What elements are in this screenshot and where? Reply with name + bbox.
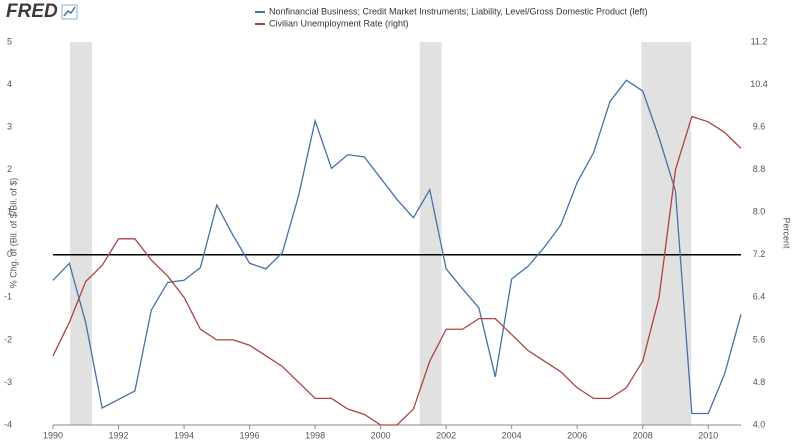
y2-tick-label: 7.2 — [753, 249, 766, 259]
y2-tick-label: 4.8 — [753, 377, 766, 387]
y2-tick-label: 6.4 — [753, 292, 766, 302]
x-tick-label: 2000 — [371, 430, 391, 440]
y2-tick-label: 5.6 — [753, 334, 766, 344]
series-line — [52, 115, 742, 426]
y-axis-label: % Chg. of (Bil. of $/Bil. of $) — [8, 178, 18, 289]
x-tick-label: 1990 — [43, 430, 63, 440]
recession-band — [641, 42, 692, 425]
x-tick-label: 2010 — [698, 430, 718, 440]
y2-tick-label: 8.8 — [753, 164, 766, 174]
y-tick-label: 1 — [7, 207, 12, 217]
y-tick-label: 3 — [7, 121, 12, 131]
y2-tick-label: 8.0 — [753, 207, 766, 217]
x-tick-label: 1996 — [240, 430, 260, 440]
y-tick-label: 2 — [7, 164, 12, 174]
legend-label: Civilian Unemployment Rate (right) — [269, 18, 409, 28]
y-tick-label: 5 — [7, 36, 12, 46]
y2-tick-label: 11.2 — [751, 36, 768, 46]
x-tick-label: 2008 — [633, 430, 653, 440]
series-line — [52, 79, 742, 415]
y-tick-label: -2 — [4, 334, 12, 344]
y2-axis-label: Percent — [782, 217, 792, 249]
x-tick-label: 2004 — [502, 430, 522, 440]
y-tick-label: -1 — [4, 292, 12, 302]
x-tick-label: 1992 — [109, 430, 129, 440]
recession-band — [70, 42, 92, 425]
y-tick-label: -3 — [4, 377, 12, 387]
y2-tick-label: 4.0 — [753, 419, 766, 429]
x-tick-label: 1994 — [174, 430, 194, 440]
y-tick-label: 4 — [7, 79, 12, 89]
y2-tick-label: 9.6 — [753, 121, 766, 131]
logo: FRED — [6, 1, 58, 22]
legend-label: Nonfinancial Business; Credit Market Ins… — [269, 6, 647, 16]
y-tick-label: -4 — [4, 419, 12, 429]
y2-tick-label: 10.4 — [750, 79, 768, 89]
y-tick-label: 0 — [7, 249, 12, 259]
logo-icon-line — [63, 6, 76, 17]
x-tick-label: 2006 — [567, 430, 587, 440]
x-tick-label: 2002 — [436, 430, 456, 440]
recession-band — [419, 42, 442, 425]
x-tick-label: 1998 — [305, 430, 325, 440]
